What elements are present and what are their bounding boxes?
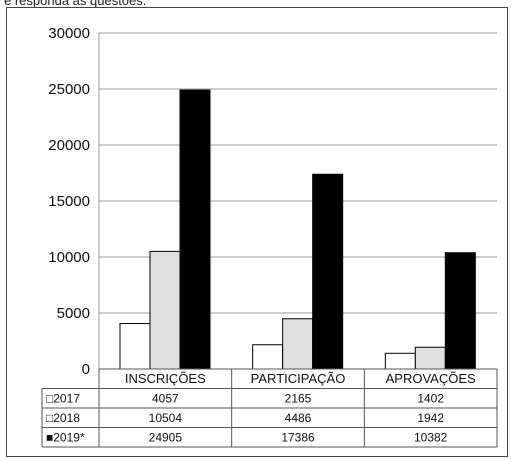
y-tick-label: 5000: [57, 305, 90, 322]
y-tick-label: 10000: [48, 249, 90, 266]
chart-frame: [6, 7, 508, 457]
table-cell-value: 2165: [285, 392, 312, 406]
table-cell-value: 4486: [285, 411, 312, 425]
y-tick-label: 15000: [48, 193, 90, 210]
y-tick-label: 30000: [48, 25, 90, 42]
y-axis-ticks: 0 5000 10000 15000 20000 25000 30000: [48, 25, 90, 378]
table-cell-value: 24905: [149, 431, 183, 445]
table-cell-value: 17386: [281, 431, 315, 445]
legend-entry: ■2019*: [46, 431, 85, 445]
category-label: INSCRIÇÕES: [125, 371, 206, 386]
table-cell-value: 10504: [149, 411, 183, 425]
y-tick-label: 25000: [48, 81, 90, 98]
bar-2017-2: [384, 352, 416, 370]
category-label: APROVAÇÕES: [386, 371, 476, 386]
bars: [119, 89, 476, 370]
bar-2018-2: [414, 346, 446, 370]
bar-2018-1: [282, 318, 314, 370]
bar-2019-1: [312, 173, 344, 370]
table-cell-value: 4057: [152, 392, 179, 406]
table-cell-value: 1402: [417, 392, 444, 406]
table-cell-value: 10382: [414, 431, 448, 445]
bar-2017-1: [252, 344, 284, 370]
legend-entry: □2017: [46, 392, 80, 406]
bar-2019-0: [179, 89, 211, 370]
y-tick-label: 0: [82, 361, 90, 378]
y-tick-label: 20000: [48, 137, 90, 154]
bar-2017-0: [119, 323, 151, 370]
instruction-text: e responda às questões.: [4, 0, 147, 8]
data-table: INSCRIÇÕES PARTICIPAÇÃO APROVAÇÕES □2017 405…: [41, 368, 498, 448]
category-label: PARTICIPAÇÃO: [251, 371, 346, 386]
legend-entry: □2018: [46, 411, 80, 425]
bar-2018-0: [149, 250, 181, 370]
table-cell-value: 1942: [417, 411, 444, 425]
bar-2019-2: [444, 252, 476, 370]
